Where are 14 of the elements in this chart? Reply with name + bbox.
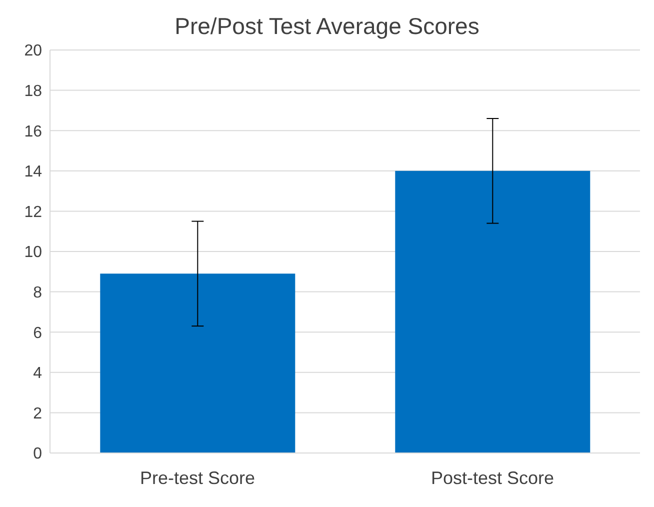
y-tick-label: 18 [24, 82, 42, 100]
y-tick-label: 8 [33, 284, 42, 302]
y-tick-label: 4 [33, 365, 42, 382]
y-tick-label: 14 [24, 164, 42, 181]
y-tick-label: 12 [24, 204, 42, 221]
y-tick-label: 0 [33, 446, 42, 463]
chart-title: Pre/Post Test Average Scores [174, 12, 480, 41]
y-tick-label: 2 [33, 405, 42, 422]
y-tick-label: 20 [24, 42, 42, 60]
y-tick-label: 16 [24, 123, 42, 140]
y-tick-label: 10 [24, 244, 42, 262]
x-tick-label: Post-test Score [430, 468, 554, 488]
y-tick-label: 6 [33, 324, 42, 342]
x-tick-label: Pre-test Score [140, 468, 256, 488]
